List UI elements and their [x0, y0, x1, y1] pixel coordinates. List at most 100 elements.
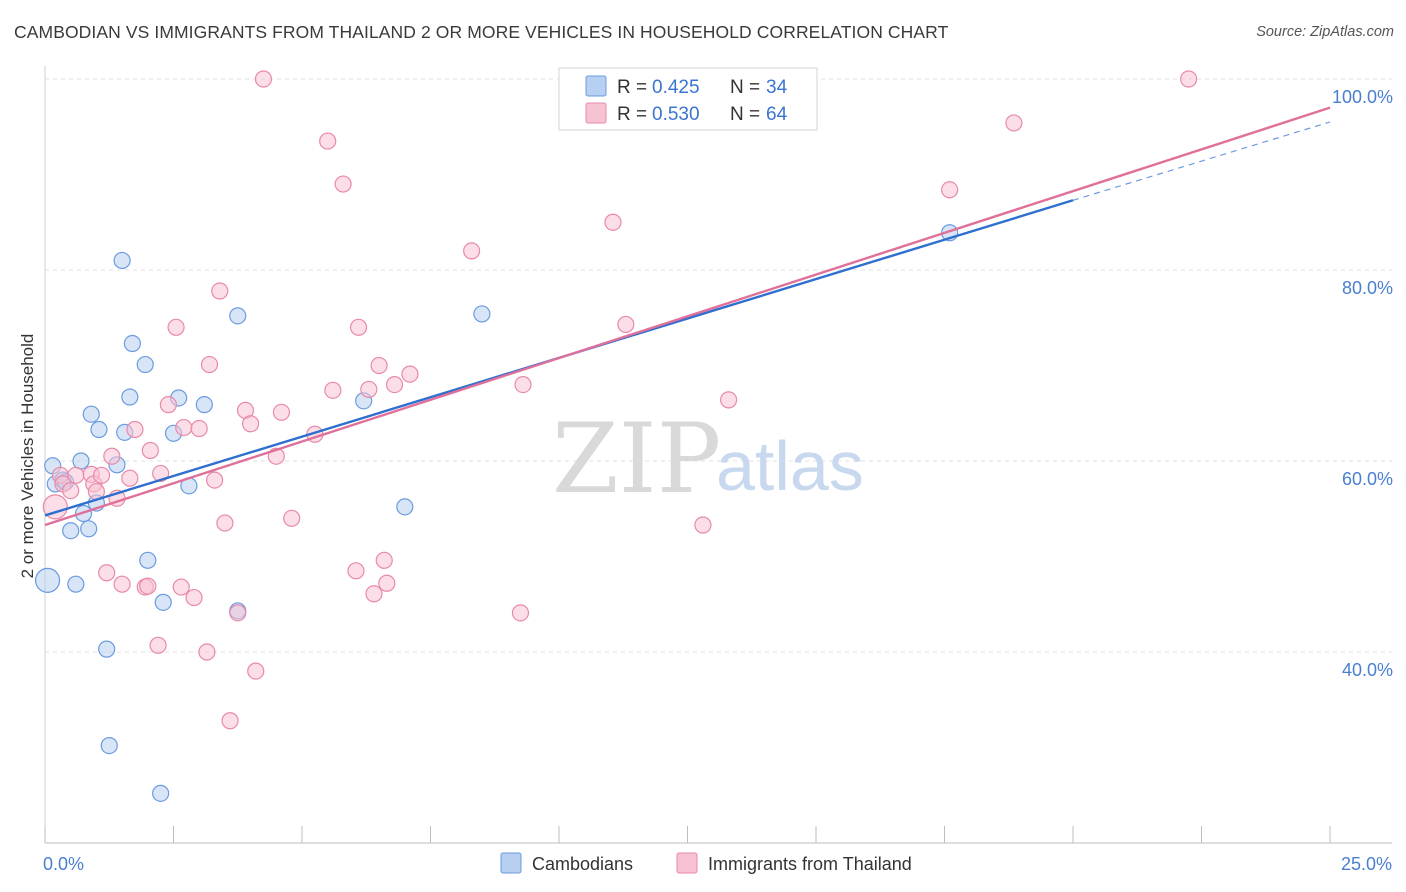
thailand-point-44 [347, 562, 365, 580]
thailand-point-0 [42, 494, 68, 520]
chart-source: Source: ZipAtlas.com [1256, 24, 1394, 40]
series-legend: Cambodians Immigrants from Thailand [500, 852, 912, 874]
cambodians-point-14 [100, 736, 118, 755]
y-tick-label-0: 40.0% [1342, 660, 1393, 680]
cambodians-point-19 [123, 334, 141, 353]
thailand-point-36 [254, 70, 273, 88]
thailand-point-9 [98, 564, 116, 582]
thailand-point-20 [159, 396, 177, 414]
thailand-point-45 [349, 318, 368, 336]
cambodians-point-32 [473, 305, 491, 323]
cambodians-point-16 [113, 251, 131, 270]
legend-swatch-pink [585, 102, 607, 124]
y-tick-label-3: 100.0% [1332, 87, 1393, 107]
cambodians-point-22 [152, 784, 170, 802]
thailand-point-13 [121, 469, 139, 487]
thailand-point-60 [941, 181, 959, 199]
thailand-point-52 [401, 365, 419, 383]
cambodians-point-27 [195, 396, 213, 414]
legend-r-label-blue: R = [617, 77, 647, 98]
thailand-point-42 [324, 381, 342, 399]
legend-n-value-pink: 64 [766, 104, 788, 125]
thailand-point-27 [200, 355, 219, 374]
thailand-point-59 [720, 391, 738, 409]
y-tick-labels: 40.0% 60.0% 80.0% 100.0% [1332, 87, 1393, 680]
x-tick-label-0: 0.0% [43, 854, 84, 874]
cambodians-point-5 [62, 522, 80, 540]
thailand-point-55 [514, 376, 532, 394]
thailand-point-56 [604, 213, 622, 231]
cambodians-point-6 [67, 575, 85, 593]
thailand-point-32 [229, 604, 247, 622]
thailand-point-54 [511, 604, 530, 622]
y-axis-title: 2 or more Vehicles in Household [18, 334, 37, 579]
thailand-point-51 [385, 376, 404, 394]
series-legend-label-cambodians: Cambodians [532, 854, 633, 874]
cambodians-point-31 [396, 498, 414, 516]
watermark-zip: ZIP [552, 403, 721, 515]
cambodians-point-23 [154, 593, 172, 611]
thailand-point-29 [211, 282, 229, 300]
thailand-point-4 [67, 466, 85, 484]
legend-swatch-blue [585, 75, 607, 97]
watermark: ZIP atlas [552, 403, 864, 515]
cambodians-points [34, 224, 959, 802]
thailand-point-41 [319, 132, 337, 150]
thailand-point-8 [92, 466, 111, 484]
axes [44, 66, 1392, 844]
series-legend-label-thailand: Immigrants from Thailand [708, 854, 912, 874]
thailand-point-31 [221, 712, 239, 730]
chart-title: CAMBODIAN VS IMMIGRANTS FROM THAILAND 2 … [14, 22, 949, 42]
trendlines [44, 106, 1331, 527]
legend-n-label-pink: N = [730, 104, 760, 125]
thailand-point-22 [172, 578, 190, 596]
cambodians-trendline-extension [1072, 121, 1331, 201]
cambodians-point-20 [136, 355, 154, 374]
thailand-point-23 [175, 418, 193, 437]
thailand-point-61 [1005, 114, 1023, 132]
thailand-point-39 [283, 509, 301, 527]
cambodians-point-12 [90, 420, 108, 439]
cambodians-point-13 [98, 640, 116, 658]
thailand-point-49 [375, 551, 393, 569]
thailand-point-57 [617, 315, 635, 334]
y-tick-label-1: 60.0% [1342, 469, 1393, 489]
series-legend-swatch-thailand [676, 852, 698, 874]
thailand-point-47 [365, 585, 383, 603]
cambodians-point-28 [229, 307, 247, 325]
thailand-point-50 [378, 574, 396, 592]
thailand-point-58 [694, 516, 712, 534]
thailand-point-14 [126, 420, 144, 439]
legend-n-label-blue: N = [730, 77, 760, 98]
legend-r-value-blue: 0.425 [652, 77, 700, 98]
thailand-point-53 [463, 242, 481, 260]
thailand-point-21 [167, 318, 185, 336]
series-legend-swatch-cambodians [500, 852, 522, 874]
cambodians-point-18 [121, 388, 139, 406]
thailand-point-18 [149, 636, 167, 654]
watermark-atlas: atlas [716, 427, 864, 505]
thailand-point-46 [360, 380, 378, 398]
thailand-point-12 [113, 575, 131, 593]
legend-r-label-pink: R = [617, 104, 647, 125]
stats-legend: R = 0.425 N = 34 R = 0.530 N = 64 [558, 67, 818, 131]
thailand-points [42, 70, 1198, 730]
thailand-point-3 [62, 482, 80, 500]
x-tick-labels: 0.0% 25.0% [43, 854, 1392, 874]
thailand-point-38 [272, 403, 291, 421]
thailand-point-25 [190, 419, 208, 438]
thailand-point-34 [242, 415, 260, 433]
thailand-point-62 [1180, 70, 1198, 88]
thailand-trendline [44, 106, 1331, 527]
cambodians-point-7 [72, 452, 90, 470]
thailand-point-48 [370, 356, 388, 375]
thailand-point-19 [152, 464, 170, 483]
cambodians-point-9 [80, 520, 98, 538]
legend-r-value-pink: 0.530 [652, 104, 700, 125]
cambodians-point-10 [82, 405, 100, 423]
thailand-point-30 [216, 514, 234, 532]
thailand-point-43 [334, 175, 352, 193]
x-tick-label-1: 25.0% [1341, 854, 1392, 874]
thailand-point-28 [206, 471, 224, 489]
